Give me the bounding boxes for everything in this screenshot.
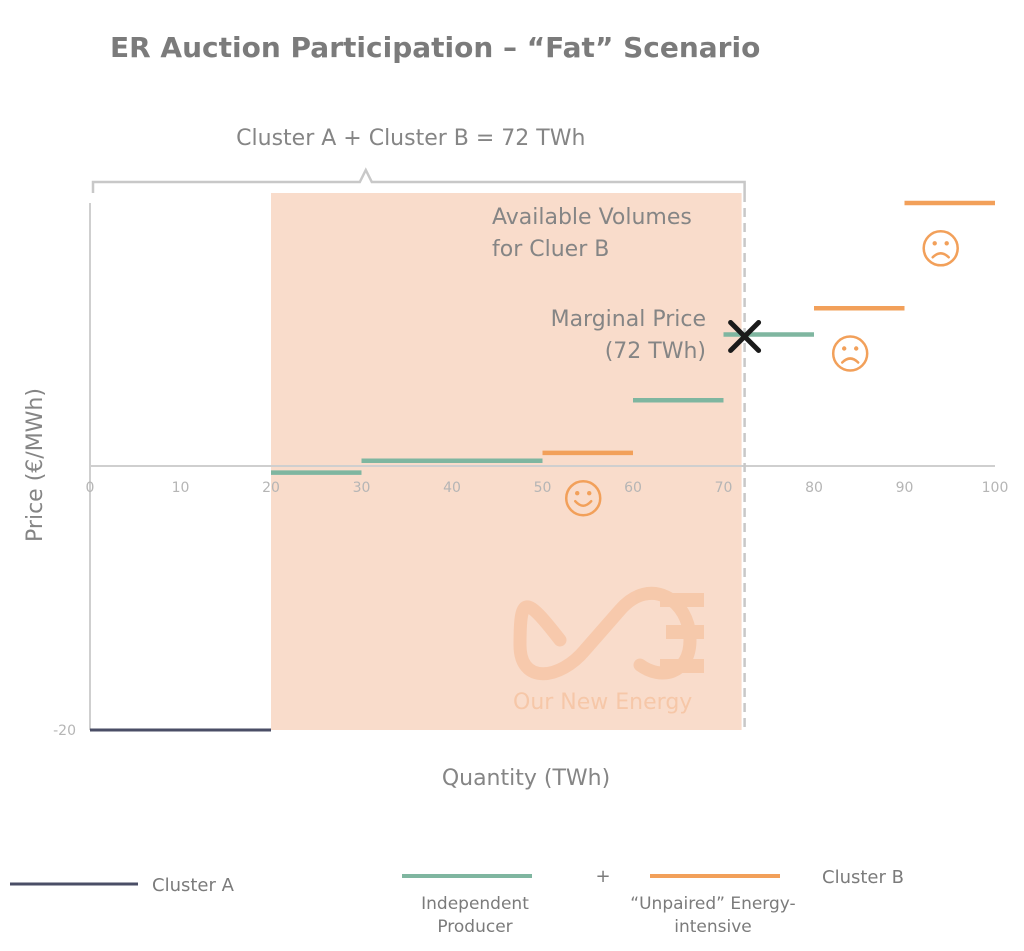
x-tick-label: 70 (715, 480, 733, 496)
x-tick-labels: 0 10 20 30 40 50 60 70 80 90 100 (86, 480, 1009, 496)
x-tick-label: 90 (896, 480, 914, 496)
x-tick-label: 80 (805, 480, 823, 496)
face-mouth (573, 499, 593, 507)
region-label-line1: Available Volumes (492, 205, 692, 230)
sad-face-icon (922, 230, 959, 267)
face-eye (575, 491, 580, 496)
legend-label-independent-2: Producer (437, 917, 512, 937)
x-axis-label: Quantity (TWh) (442, 766, 610, 791)
marker-stroke (728, 320, 762, 353)
face-outline (831, 335, 869, 372)
marginal-price-label: Marginal Price (551, 307, 706, 332)
legend: Cluster A Independent Producer + “Unpair… (10, 866, 904, 937)
series-segments (90, 200, 995, 732)
x-tick-label: 50 (534, 480, 552, 496)
face-eye (932, 241, 937, 246)
x-tick-label: 20 (262, 480, 280, 496)
legend-label-cluster-b: Cluster B (822, 867, 904, 888)
legend-label-unpaired-2: intensive (674, 917, 752, 937)
x-tick-label: 10 (172, 480, 190, 496)
face-eye (842, 346, 847, 351)
marginal-price-marker (728, 320, 762, 353)
face-mouth (840, 357, 860, 364)
x-tick-label: 40 (443, 480, 461, 496)
face-eye (854, 346, 859, 351)
bracket-label: Cluster A + Cluster B = 72 TWh (236, 126, 585, 151)
face-mouth (931, 252, 950, 259)
legend-label-cluster-a: Cluster A (152, 875, 235, 896)
legend-label-independent-1: Independent (421, 894, 529, 914)
watermark-logo (513, 586, 704, 681)
face-outline (922, 230, 959, 267)
marginal-price-volume: (72 TWh) (605, 339, 706, 364)
legend-label-unpaired-1: “Unpaired” Energy- (630, 894, 795, 914)
x-tick-label: 60 (624, 480, 642, 496)
x-tick-label: 100 (982, 480, 1009, 496)
x-tick-label: 30 (353, 480, 371, 496)
sentiment-faces (564, 230, 959, 517)
face-eye (587, 491, 592, 496)
total-volume-bracket (91, 167, 746, 193)
chart-title: ER Auction Participation – “Fat” Scenari… (110, 31, 760, 64)
legend-plus: + (595, 866, 610, 887)
face-eye (944, 241, 949, 246)
y-axis-label: Price (€/MWh) (23, 388, 48, 542)
happy-face-icon (564, 479, 602, 517)
region-label-line2: for Cluer B (492, 237, 609, 262)
watermark-text: Our New Energy (513, 690, 692, 715)
x-tick-label: 0 (86, 480, 95, 496)
sad-face-icon (831, 335, 869, 372)
y-tick-labels: -20 (53, 723, 76, 739)
y-tick-label: -20 (53, 723, 76, 739)
face-outline (564, 479, 602, 517)
